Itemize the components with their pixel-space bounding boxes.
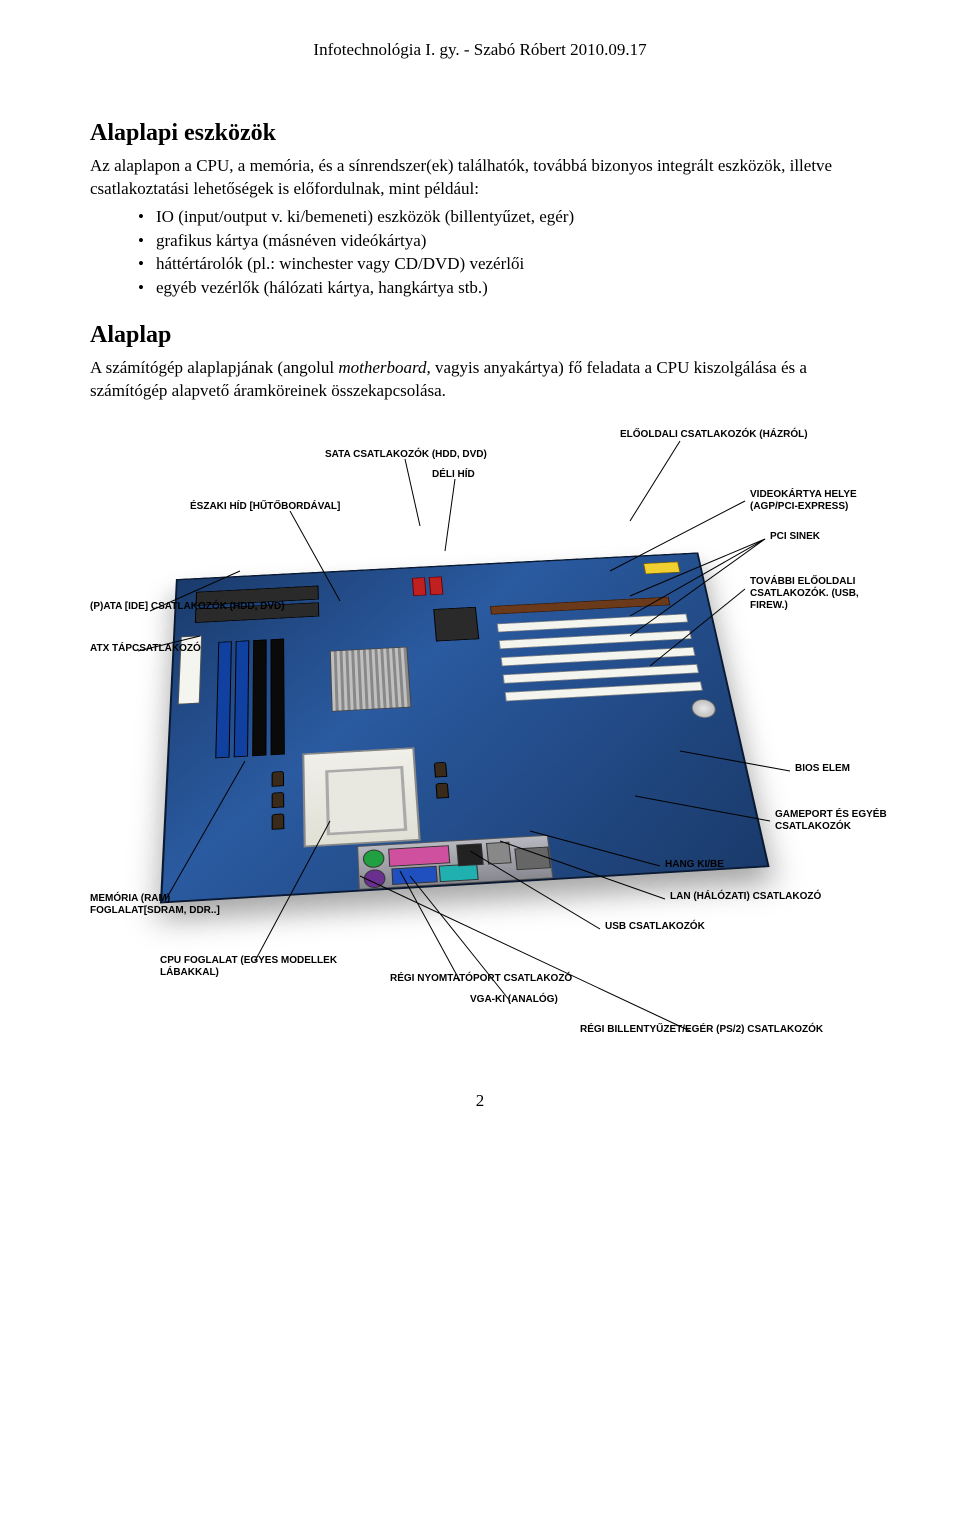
list-item: egyéb vezérlők (hálózati kártya, hangkár… xyxy=(138,276,870,300)
text-italic: motherboard, xyxy=(338,358,430,377)
cpu-socket xyxy=(302,747,420,847)
list-item: grafikus kártya (másnéven videókártya) xyxy=(138,229,870,253)
section-title-mainboard: Alaplap xyxy=(90,322,870,349)
label-extra-front: TOVÁBBI ELŐOLDALI CSATLAKOZÓK. (USB, FIR… xyxy=(750,576,890,612)
pci-slot xyxy=(499,630,692,649)
label-ram: MEMÓRIA (RAM) FOGLALAT[SDRAM, DDR..] xyxy=(90,893,240,917)
capacitor xyxy=(272,813,285,829)
ps2-port xyxy=(363,869,385,889)
ram-slot xyxy=(252,639,267,756)
bios-battery xyxy=(690,699,718,719)
label-bios: BIOS ELEM xyxy=(795,763,850,775)
southbridge xyxy=(433,607,479,642)
pci-slot xyxy=(503,664,699,684)
sata-connector xyxy=(429,576,444,595)
usb-port xyxy=(456,843,484,866)
ps2-port xyxy=(363,849,385,868)
ram-slot xyxy=(215,641,232,758)
label-video: VIDEOKÁRTYA HELYE (AGP/PCI-EXPRESS) xyxy=(750,489,880,513)
front-panel-header xyxy=(643,561,680,574)
label-cpu: CPU FOGLALAT (EGYES MODELLEK LÁBAKKAL) xyxy=(160,955,340,979)
capacitor xyxy=(272,792,285,808)
pci-slot xyxy=(505,681,703,701)
label-front-panel: ELŐOLDALI CSATLAKOZÓK (HÁZRÓL) xyxy=(620,429,808,441)
label-pci: PCI SINEK xyxy=(770,531,820,543)
label-pata: (P)ATA [IDE] CSATLAKOZÓK (HDD, DVD) xyxy=(90,601,285,613)
motherboard-diagram: ELŐOLDALI CSATLAKOZÓK (HÁZRÓL) SATA CSAT… xyxy=(90,421,870,1061)
list-item: IO (input/output v. ki/bemeneti) eszközö… xyxy=(138,205,870,229)
audio-port xyxy=(514,846,551,870)
label-ps2: RÉGI BILLENTYŰZET/EGÉR (PS/2) CSATLAKOZÓ… xyxy=(580,1024,823,1036)
page-header: Infotechnológia I. gy. - Szabó Róbert 20… xyxy=(90,40,870,60)
lan-port xyxy=(486,842,512,865)
ram-slot xyxy=(234,640,250,757)
page-number: 2 xyxy=(90,1091,870,1111)
list-item: háttértárolók (pl.: winchester vagy CD/D… xyxy=(138,252,870,276)
text-pre: A számítógép alaplapjának (angolul xyxy=(90,358,338,377)
sata-connector xyxy=(412,577,427,596)
capacitor xyxy=(434,762,448,778)
bullet-list: IO (input/output v. ki/bemeneti) eszközö… xyxy=(90,205,870,300)
label-sata: SATA CSATLAKOZÓK (HDD, DVD) xyxy=(325,449,487,461)
label-gameport: GAMEPORT ÉS EGYÉB CSATLAKOZÓK xyxy=(775,809,895,833)
parallel-port xyxy=(388,845,450,867)
agp-slot xyxy=(490,597,670,615)
label-usb: USB CSATLAKOZÓK xyxy=(605,921,705,933)
vga-port xyxy=(391,866,437,885)
capacitor xyxy=(435,783,449,799)
label-north: ÉSZAKI HÍD [HŰTŐBORDÁVAL] xyxy=(190,501,340,513)
rear-io-block xyxy=(357,835,553,890)
label-atx: ATX TÁPCSATLAKOZÓ xyxy=(90,643,201,655)
pci-slot xyxy=(501,647,696,666)
label-parallel: RÉGI NYOMTATÓPORT CSATLAKOZÓ xyxy=(390,973,572,985)
pci-slot xyxy=(497,614,688,633)
label-lan: LAN (HÁLÓZATI) CSATLAKOZÓ xyxy=(670,891,821,903)
section-mainboard-text: A számítógép alaplapjának (angolul mothe… xyxy=(90,357,870,403)
section-title-devices: Alaplapi eszközök xyxy=(90,120,870,147)
label-south: DÉLI HÍD xyxy=(432,469,475,481)
capacitor xyxy=(272,771,284,787)
northbridge xyxy=(330,647,412,712)
label-audio: HANG KI/BE xyxy=(665,859,724,871)
ram-slot xyxy=(271,638,285,755)
section-intro: Az alaplapon a CPU, a memória, és a sínr… xyxy=(90,155,870,201)
label-vga: VGA-KI (ANALÓG) xyxy=(470,994,558,1006)
